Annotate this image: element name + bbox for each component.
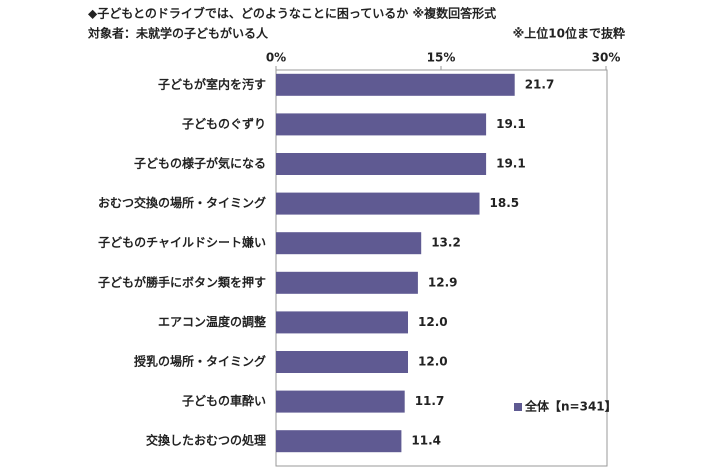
bar (276, 192, 480, 215)
chart-note: ※上位10位まで抜粋 (513, 26, 625, 41)
legend-swatch (514, 403, 522, 411)
y-tick-label: 子どもが勝手にボタン類を押す (98, 274, 266, 289)
data-label: 12.9 (428, 275, 458, 289)
bar (276, 113, 487, 136)
data-label: 12.0 (418, 315, 448, 329)
legend-label: 全体【n=341】 (524, 399, 617, 414)
bar (276, 351, 408, 373)
y-tick-label: 授乳の場所・タイミング (134, 354, 266, 369)
y-tick-label: 子どものチャイルドシート嫌い (98, 235, 266, 250)
chart-subtitle: 対象者：未就学の子どもがいる人 (87, 26, 269, 41)
data-label: 11.4 (411, 434, 441, 448)
bar (276, 430, 402, 453)
data-label: 18.5 (490, 196, 520, 210)
bar (276, 232, 422, 255)
y-tick-label: 子どもが室内を汚す (158, 76, 266, 91)
y-tick-label: 子どもの車酔い (182, 393, 266, 408)
y-tick-label: 子どもの様子が気になる (134, 156, 266, 171)
x-tick-label: 30% (592, 51, 621, 65)
bar (276, 73, 515, 96)
x-tick-label: 0% (266, 51, 286, 65)
data-label: 19.1 (496, 157, 526, 171)
x-tick-label: 15% (427, 51, 456, 65)
y-tick-label: おむつ交換の場所・タイミング (98, 195, 266, 210)
bar (276, 390, 405, 413)
data-label: 12.0 (418, 355, 448, 369)
data-label: 13.2 (431, 236, 461, 250)
y-tick-label: エアコン温度の調整 (158, 314, 266, 329)
data-label: 19.1 (496, 117, 526, 131)
bar (276, 153, 487, 175)
chart-title: ◆子どもとのドライブでは、どのようなことに困っているか ※複数回答形式 (88, 6, 496, 21)
y-tick-label: 子どものぐずり (182, 116, 266, 131)
data-label: 21.7 (525, 77, 555, 91)
y-tick-label: 交換したおむつの処理 (146, 433, 266, 448)
bar (276, 311, 408, 334)
bar (276, 271, 418, 294)
data-label: 11.7 (415, 394, 445, 408)
